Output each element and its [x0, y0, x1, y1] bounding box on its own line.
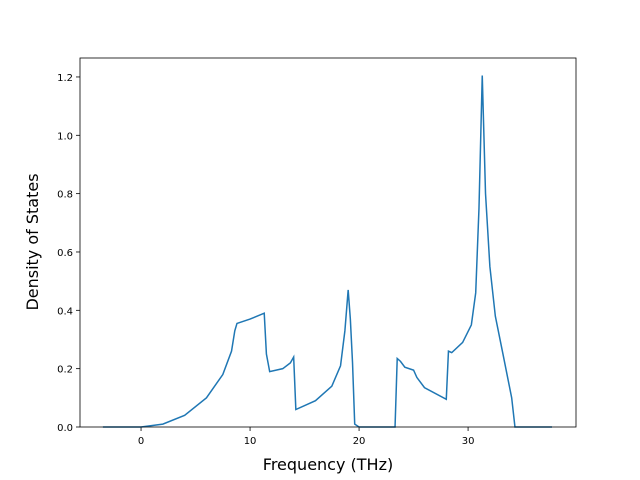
y-tick-label: 1.2 — [57, 73, 73, 84]
plot-frame — [79, 57, 577, 428]
line — [102, 75, 553, 428]
y-tick-label: 0.6 — [57, 248, 73, 259]
y-tick-label: 0.4 — [57, 306, 73, 317]
x-tick-label: 0 — [138, 436, 144, 447]
y-tick-label: 0.2 — [57, 365, 73, 376]
x-tick-label: 20 — [353, 436, 366, 447]
y-tick-label: 0.0 — [57, 423, 73, 434]
y-axis-label: Density of States — [23, 173, 42, 310]
x-axis-label: Frequency (THz) — [263, 455, 393, 474]
x-tick-label: 10 — [244, 436, 257, 447]
y-tick-label: 0.8 — [57, 190, 73, 201]
y-tick-label: 1.0 — [57, 131, 73, 142]
x-tick-label: 30 — [462, 436, 475, 447]
